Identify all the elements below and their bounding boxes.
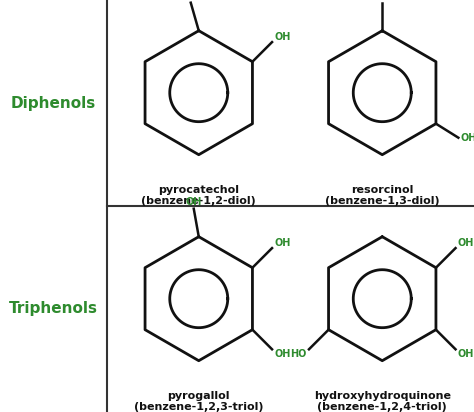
Text: Diphenols: Diphenols <box>11 96 96 110</box>
Text: HO: HO <box>291 349 307 359</box>
Text: OH: OH <box>274 238 291 248</box>
Text: OH: OH <box>374 0 391 1</box>
Text: OH: OH <box>457 349 474 359</box>
Text: OH: OH <box>274 32 291 42</box>
Text: OH: OH <box>274 349 291 359</box>
Text: OH: OH <box>182 0 199 1</box>
Text: OH: OH <box>460 133 474 143</box>
Text: OH: OH <box>457 238 474 248</box>
Text: hydroxyhydroquinone
(benzene-1,2,4-triol): hydroxyhydroquinone (benzene-1,2,4-triol… <box>314 391 451 412</box>
Text: Triphenols: Triphenols <box>9 302 98 316</box>
Text: resorcinol
(benzene-1,3-diol): resorcinol (benzene-1,3-diol) <box>325 185 439 206</box>
Text: OH: OH <box>185 197 202 207</box>
Text: pyrogallol
(benzene-1,2,3-triol): pyrogallol (benzene-1,2,3-triol) <box>134 391 264 412</box>
Text: pyrocatechol
(benzene-1,2-diol): pyrocatechol (benzene-1,2-diol) <box>141 185 256 206</box>
